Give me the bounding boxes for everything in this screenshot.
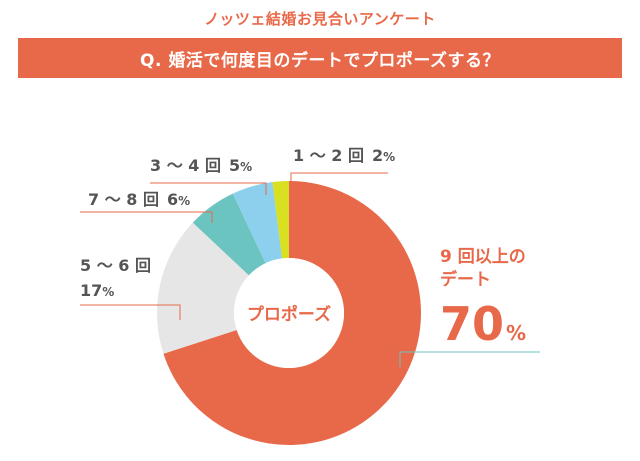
pie-slice-0: [163, 181, 421, 445]
pie-slice-1: [157, 222, 249, 354]
label-9-line2: デート: [440, 269, 491, 290]
pie-slice-2: [192, 193, 266, 276]
label-5-6-line1: 5 ～ 6 回: [80, 256, 151, 275]
center-label: プロポーズ: [247, 304, 331, 325]
leader-line-9: [399, 351, 540, 367]
question-text: Q. 婚活で何度目のデートでプロポーズする？: [140, 50, 500, 71]
leader-line-3-4: [150, 182, 267, 195]
leader-line-5-6: [80, 304, 181, 320]
leader-line-7-8: [80, 211, 213, 223]
donut-hole: [234, 258, 344, 368]
donut-slices: [157, 181, 421, 445]
leader-lines: [80, 172, 388, 320]
label-3-4: 3 ～ 4 回 5%: [150, 156, 252, 175]
survey-title: ノッツェ結婚お見合いアンケート: [204, 10, 436, 28]
label-9-pct: 70%: [440, 297, 526, 351]
pie-slice-3: [232, 182, 283, 264]
label-1-2: 1 ～ 2 回 2%: [293, 146, 395, 165]
leader-line-1-2: [290, 172, 388, 191]
label-9-line1: 9 回以上の: [440, 247, 526, 267]
question-banner: Q. 婚活で何度目のデートでプロポーズする？: [18, 38, 622, 78]
pie-slice-4: [272, 181, 289, 259]
label-7-8: 7 ～ 8 回 6%: [88, 190, 190, 209]
label-5-6-pct: 17%: [80, 281, 114, 300]
